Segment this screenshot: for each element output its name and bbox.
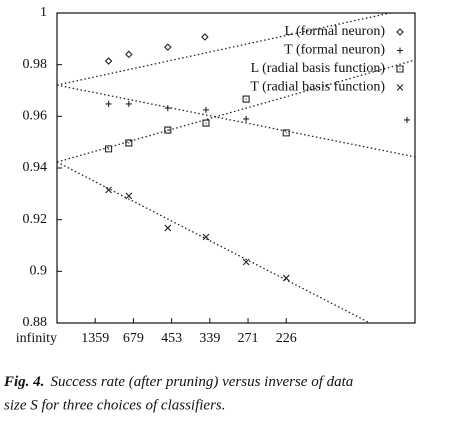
x-tick-label: infinity xyxy=(16,331,57,346)
legend-label: T (radial basis function) xyxy=(250,80,385,95)
fit-line xyxy=(56,84,416,158)
y-tick-label: 0.94 xyxy=(23,160,48,175)
marker-plus xyxy=(105,100,112,107)
legend-marker xyxy=(397,47,403,54)
legend-label: L (formal neuron) xyxy=(284,24,385,39)
marker-square xyxy=(242,95,250,103)
marker-cross xyxy=(105,186,112,194)
marker-cross xyxy=(125,192,133,200)
y-tick-label: 0.9 xyxy=(30,264,48,279)
marker-cross xyxy=(242,258,250,266)
caption-text: Success rate (after pruning) versus inve… xyxy=(50,374,353,390)
x-tick-label: 226 xyxy=(276,331,297,346)
legend-label: L (radial basis function) xyxy=(251,61,386,76)
marker-diamond xyxy=(164,43,172,51)
x-tick-label: 271 xyxy=(238,331,259,346)
marker-plus xyxy=(164,105,171,112)
marker-plus xyxy=(125,100,132,107)
fit-line xyxy=(56,12,391,86)
marker-cross xyxy=(202,233,210,241)
marker-diamond xyxy=(104,57,113,65)
marker-diamond xyxy=(125,50,133,59)
x-tick-label: 1359 xyxy=(81,331,109,346)
y-tick-label: 0.98 xyxy=(23,57,48,72)
marker-cross xyxy=(164,224,172,232)
x-tick-label: 453 xyxy=(161,331,182,346)
marker-square xyxy=(105,145,113,153)
x-tick-label: 339 xyxy=(199,331,220,346)
caption-line1: Fig. 4. Success rate (after pruning) vers… xyxy=(3,374,353,390)
marker-square xyxy=(282,129,290,137)
x-tick-label: 679 xyxy=(123,331,144,346)
marker-plus xyxy=(243,115,250,122)
legend-marker xyxy=(396,65,404,73)
marker-square xyxy=(125,139,133,147)
legend-label: T (formal neuron) xyxy=(284,43,385,58)
y-tick-label: 0.92 xyxy=(23,212,48,227)
marker-plus xyxy=(203,106,210,113)
marker-square xyxy=(164,126,172,134)
legend-marker xyxy=(396,84,404,91)
fit-line xyxy=(56,161,371,324)
marker-square xyxy=(202,119,210,127)
marker-plus xyxy=(403,116,410,123)
y-tick-label: 0.96 xyxy=(23,109,48,124)
marker-diamond xyxy=(201,33,209,41)
y-tick-label: 1 xyxy=(40,5,47,20)
caption-label: Fig. 4. xyxy=(3,374,44,390)
marker-cross xyxy=(282,274,290,282)
caption-line2: size S for three choices of classifiers. xyxy=(4,397,226,413)
y-tick-label: 0.88 xyxy=(23,315,48,330)
legend-marker xyxy=(396,28,404,36)
